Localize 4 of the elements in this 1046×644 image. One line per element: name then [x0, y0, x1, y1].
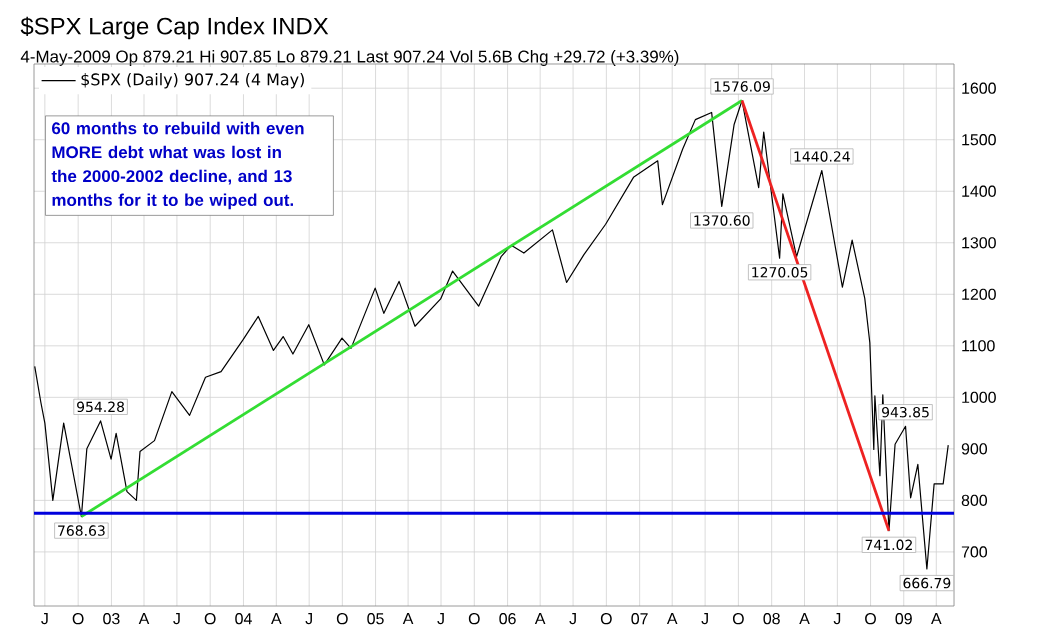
chart-title: $SPX Large Cap Index INDX: [20, 16, 329, 40]
annotation: 60 months to rebuild with even MORE debt what was lost in the 2000-2002 decline, and 13 months for it to be wiped out.: [51, 121, 304, 210]
chart-subtitle: 4-May-2009 Op 879.21 Hi 907.85 Lo 879.21 Last 907.24 Vol 5.6B Chg +29.72 (+3.39%): [20, 50, 679, 66]
line-series: [34, 99, 949, 570]
